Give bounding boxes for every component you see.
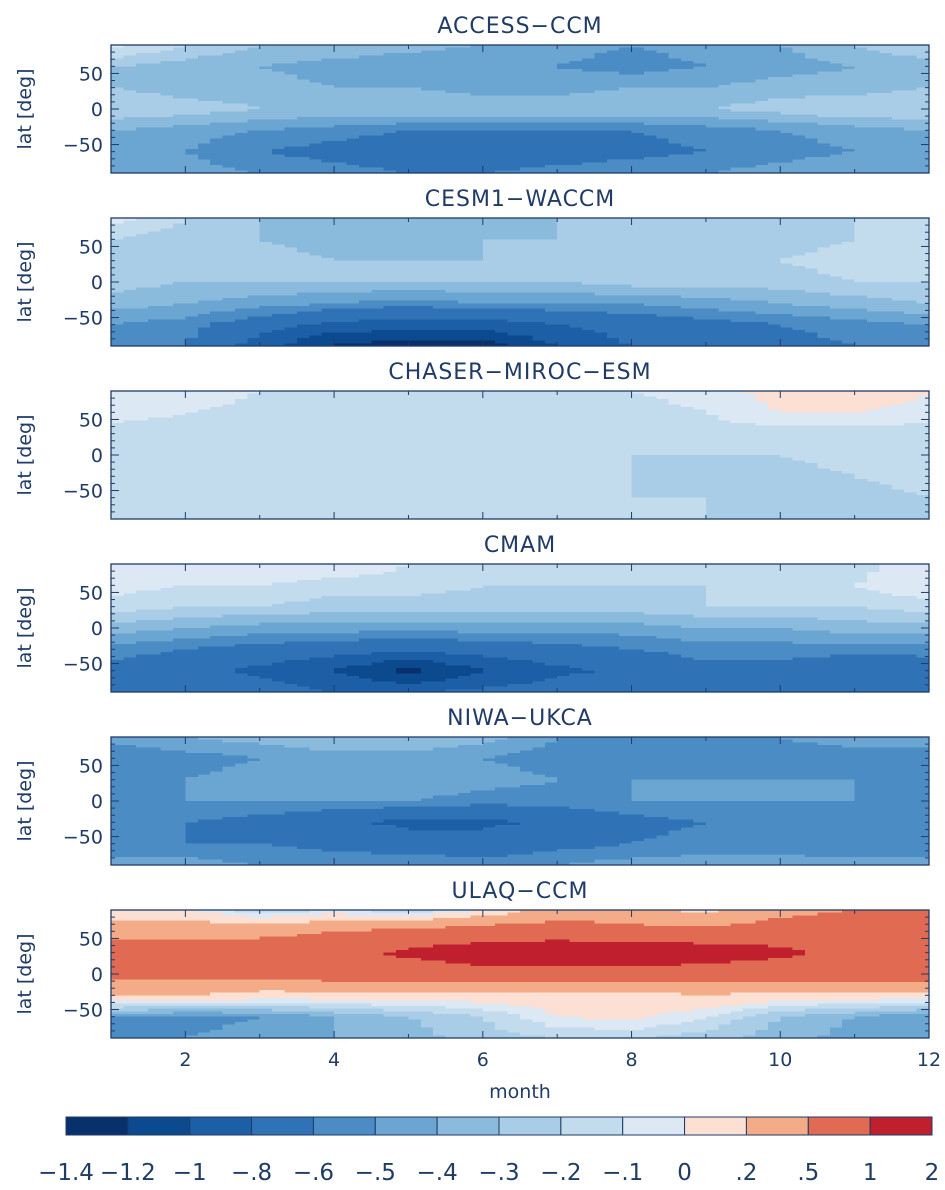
y-tick-label: 50 xyxy=(79,63,103,85)
y-tick-label: 0 xyxy=(91,99,103,121)
panel-1: ACCESS−CCM 50 0 −50 lat [deg] xyxy=(14,14,930,174)
panel-title: CESM1−WACCM xyxy=(425,187,616,212)
panel-field xyxy=(111,218,930,347)
y-tick-label: −50 xyxy=(63,135,103,157)
panel-title: ACCESS−CCM xyxy=(437,14,602,39)
panel-field xyxy=(111,45,930,174)
y-axis-label: lat [deg] xyxy=(14,68,36,149)
